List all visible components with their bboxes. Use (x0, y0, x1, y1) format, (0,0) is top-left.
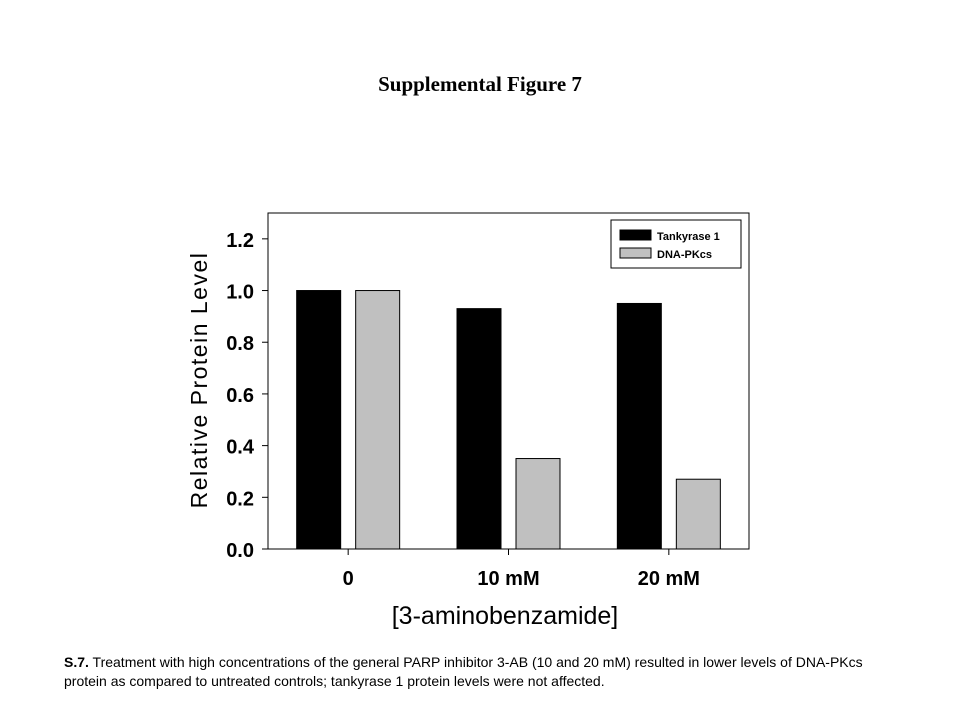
legend-swatch-0 (619, 229, 652, 241)
x-tick-label: 20 mM (638, 568, 700, 590)
y-tick-label: 1.2 (226, 230, 254, 252)
bar-tankyrase-1-1 (456, 308, 502, 550)
figure-title: Supplemental Figure 7 (378, 72, 582, 96)
legend-box (610, 219, 742, 269)
bar-dna-pkcs-0 (355, 290, 401, 550)
bar-dna-pkcs-2 (675, 478, 721, 550)
legend-label-0: Tankyrase 1 (657, 231, 720, 243)
y-tick-label: 0.4 (226, 437, 255, 459)
bar-tankyrase-1-0 (296, 290, 342, 550)
y-tick-label: 0.6 (226, 385, 254, 407)
x-tick-label: 10 mM (477, 568, 539, 590)
y-axis-label: Relative Protein Level (186, 252, 212, 509)
x-tick-label: 0 (343, 568, 354, 590)
y-tick-label: 0.8 (226, 333, 254, 355)
y-tick-label: 1.0 (226, 282, 254, 304)
caption-label: S.7. (64, 654, 89, 670)
x-axis-label: [3-aminobenzamide] (392, 602, 619, 630)
y-tick-label: 0.0 (226, 540, 254, 562)
bar-dna-pkcs-1 (515, 458, 561, 550)
caption-text: Treatment with high concentrations of th… (64, 654, 863, 689)
legend-label-1: DNA-PKcs (657, 249, 712, 261)
legend-swatch-1 (619, 247, 652, 259)
bar-tankyrase-1-2 (616, 302, 662, 550)
figure-caption: S.7. Treatment with high concentrations … (64, 653, 904, 691)
y-tick-label: 0.2 (226, 488, 254, 510)
bar-chart: 0.0 0.2 0.4 0.6 0.8 1.0 1.2 0 10 mM 20 mM Tankyras… (186, 212, 750, 630)
